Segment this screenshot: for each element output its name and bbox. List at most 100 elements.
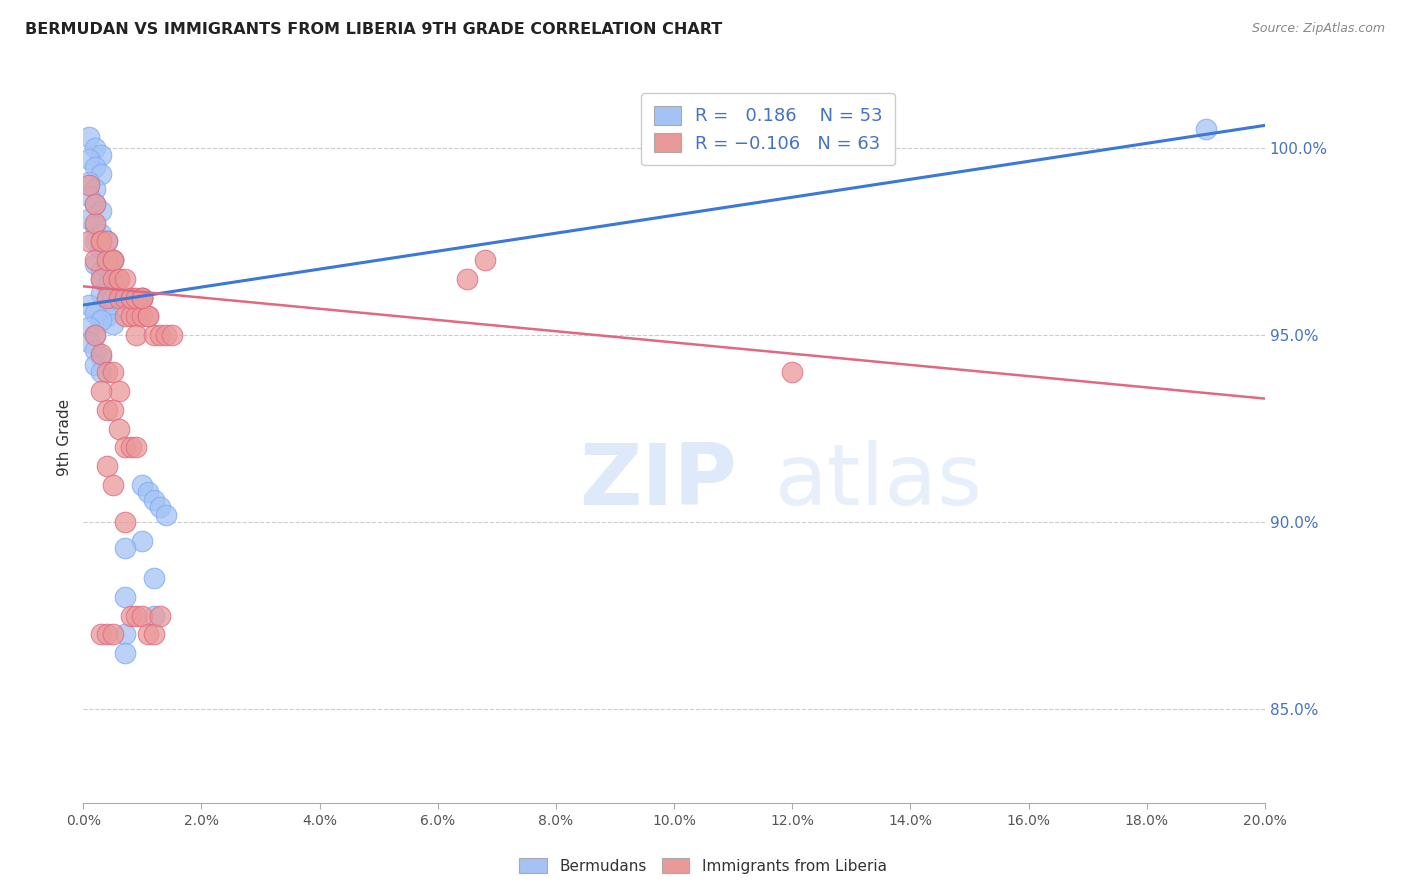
Point — [780, 365, 803, 379]
Point — [107, 272, 129, 286]
Point — [101, 402, 124, 417]
Point — [90, 286, 112, 301]
Point — [149, 608, 172, 623]
Point — [107, 272, 129, 286]
Point — [90, 272, 112, 286]
Point — [90, 365, 112, 379]
Point — [84, 160, 107, 174]
Point — [84, 305, 107, 319]
Point — [114, 440, 136, 454]
Point — [77, 178, 100, 193]
Point — [84, 358, 107, 372]
Point — [90, 167, 112, 181]
Point — [131, 533, 153, 548]
Point — [77, 152, 100, 166]
Point — [143, 608, 166, 623]
Point — [96, 365, 118, 379]
Point — [114, 310, 136, 324]
Point — [114, 646, 136, 660]
Point — [90, 235, 112, 249]
Text: atlas: atlas — [775, 440, 983, 524]
Point — [136, 627, 159, 641]
Point — [84, 219, 107, 234]
Point — [90, 272, 112, 286]
Point — [77, 320, 100, 334]
Point — [107, 291, 129, 305]
Point — [96, 235, 118, 249]
Point — [125, 291, 148, 305]
Point — [143, 571, 166, 585]
Point — [77, 235, 100, 249]
Legend: Bermudans, Immigrants from Liberia: Bermudans, Immigrants from Liberia — [513, 852, 893, 880]
Point — [90, 148, 112, 162]
Point — [90, 204, 112, 219]
Point — [136, 310, 159, 324]
Point — [84, 328, 107, 343]
Point — [120, 291, 142, 305]
Point — [155, 508, 177, 522]
Point — [90, 347, 112, 361]
Point — [101, 253, 124, 268]
Point — [77, 129, 100, 144]
Point — [101, 301, 124, 316]
Point — [84, 197, 107, 211]
Point — [96, 291, 118, 305]
Point — [77, 298, 100, 312]
Text: ZIP: ZIP — [579, 440, 737, 524]
Point — [96, 310, 118, 324]
Point — [125, 608, 148, 623]
Point — [96, 294, 118, 309]
Point — [96, 458, 118, 473]
Text: BERMUDAN VS IMMIGRANTS FROM LIBERIA 9TH GRADE CORRELATION CHART: BERMUDAN VS IMMIGRANTS FROM LIBERIA 9TH … — [25, 22, 723, 37]
Point — [131, 608, 153, 623]
Point — [77, 189, 100, 203]
Point — [131, 291, 153, 305]
Point — [90, 227, 112, 241]
Point — [131, 291, 153, 305]
Point — [131, 477, 153, 491]
Point — [125, 328, 148, 343]
Point — [90, 264, 112, 278]
Point — [77, 335, 100, 350]
Point — [96, 235, 118, 249]
Point — [160, 328, 183, 343]
Point — [101, 291, 124, 305]
Point — [84, 328, 107, 343]
Point — [114, 590, 136, 604]
Point — [84, 197, 107, 211]
Point — [101, 317, 124, 331]
Point — [125, 440, 148, 454]
Point — [131, 291, 153, 305]
Point — [474, 253, 496, 268]
Point — [96, 627, 118, 641]
Point — [84, 216, 107, 230]
Point — [107, 384, 129, 398]
Point — [84, 343, 107, 357]
Point — [90, 627, 112, 641]
Point — [131, 310, 153, 324]
Point — [107, 421, 129, 435]
Point — [1195, 122, 1218, 136]
Point — [114, 627, 136, 641]
Point — [96, 260, 118, 275]
Point — [143, 328, 166, 343]
Point — [90, 235, 112, 249]
Point — [456, 272, 478, 286]
Point — [149, 500, 172, 515]
Point — [101, 253, 124, 268]
Point — [114, 541, 136, 556]
Point — [77, 174, 100, 188]
Text: Source: ZipAtlas.com: Source: ZipAtlas.com — [1251, 22, 1385, 36]
Point — [84, 141, 107, 155]
Point — [90, 242, 112, 256]
Point — [120, 608, 142, 623]
Point — [84, 253, 107, 268]
Point — [149, 328, 172, 343]
Point — [143, 492, 166, 507]
Point — [96, 402, 118, 417]
Point — [120, 440, 142, 454]
Point — [136, 485, 159, 500]
Point — [120, 310, 142, 324]
Point — [120, 291, 142, 305]
Point — [77, 211, 100, 226]
